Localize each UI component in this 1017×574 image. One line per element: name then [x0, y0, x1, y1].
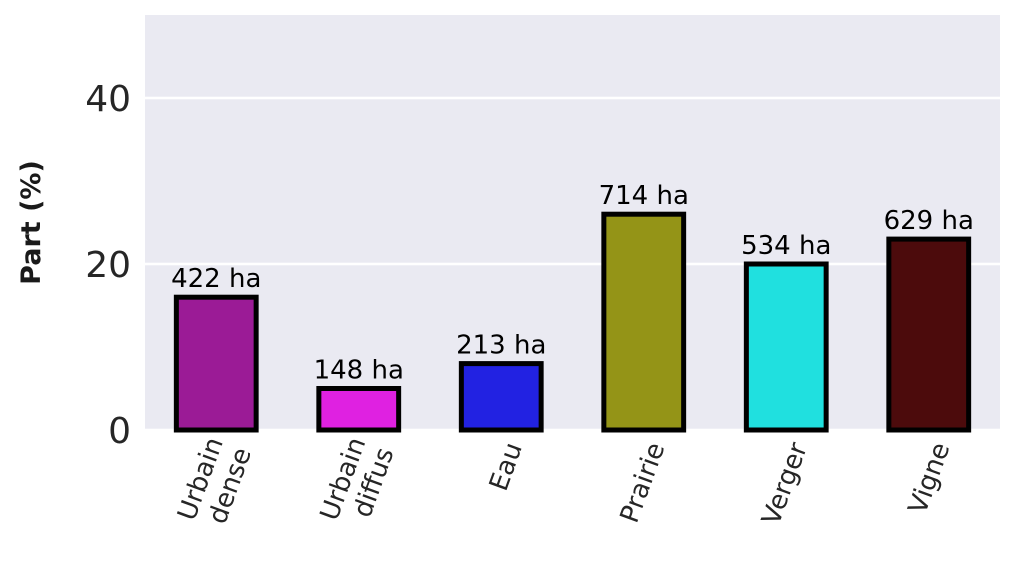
y-tick-label: 20	[85, 245, 131, 286]
category-label-line: Vigne	[903, 439, 956, 518]
data-labels: 422 ha 148 ha 213 ha 714 ha 534 ha 629 ha	[171, 181, 974, 385]
bar-value-label: 714 ha	[599, 181, 689, 211]
category-label: Prairie	[615, 439, 672, 527]
bar	[458, 361, 544, 433]
bar-value-label: 534 ha	[741, 231, 831, 261]
bar-value-label: 213 ha	[456, 331, 546, 361]
bar-value-label: 422 ha	[171, 264, 261, 294]
gridlines	[145, 96, 1000, 432]
bars	[173, 211, 972, 433]
category-label: Vigne	[903, 439, 956, 518]
plot-area	[145, 15, 1000, 430]
bar-value-label: 629 ha	[884, 206, 974, 236]
bar	[886, 236, 972, 433]
bar	[173, 294, 259, 433]
y-axis-ticks: 0 20 40	[85, 79, 131, 452]
y-axis-title: Part (%)	[16, 160, 47, 285]
bar-value-label: 148 ha	[314, 356, 404, 386]
category-label: Eau	[484, 439, 529, 495]
category-label-line: Prairie	[615, 439, 672, 527]
category-label: Verger	[757, 438, 814, 529]
y-tick-label: 0	[108, 411, 131, 452]
bar	[743, 261, 829, 433]
bar	[316, 386, 402, 433]
bar	[601, 211, 687, 433]
y-tick-label: 40	[85, 79, 131, 120]
category-label-line: Eau	[484, 439, 529, 495]
category-label-line: Verger	[757, 438, 814, 529]
